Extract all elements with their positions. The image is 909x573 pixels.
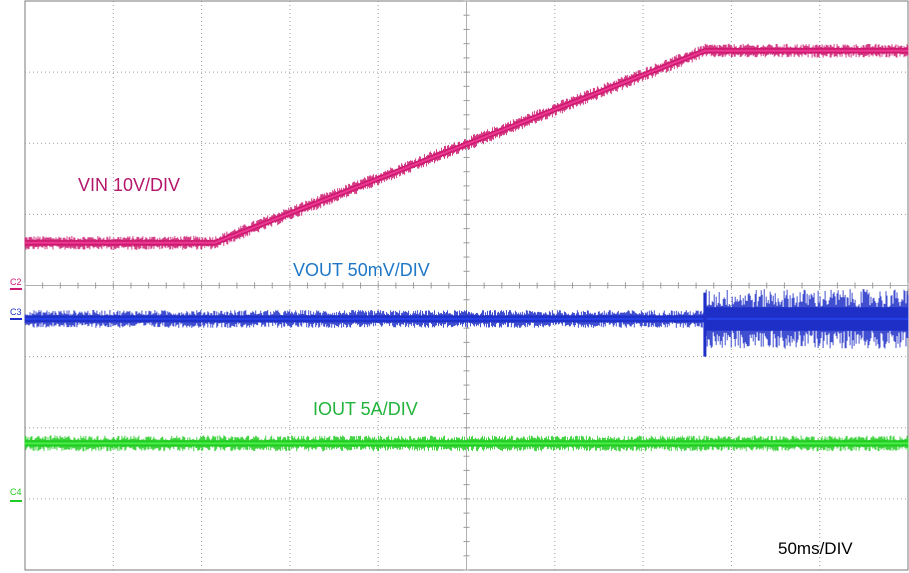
channel-marker-c3: C3 <box>10 307 22 317</box>
vin-label: VIN 10V/DIV <box>78 175 180 195</box>
trace-c3 <box>24 289 909 349</box>
traces <box>24 43 909 452</box>
channel-marker-c4: C4 <box>10 487 22 497</box>
vout-label: VOUT 50mV/DIV <box>293 260 430 280</box>
grid <box>24 0 909 571</box>
trace-center-c1 <box>25 49 908 244</box>
timebase-label: 50ms/DIV <box>778 539 853 558</box>
trace-c1 <box>24 43 909 250</box>
trace-c4 <box>24 435 909 452</box>
iout-label: IOUT 5A/DIV <box>313 399 418 419</box>
channel-marker-c2: C2 <box>10 277 22 287</box>
